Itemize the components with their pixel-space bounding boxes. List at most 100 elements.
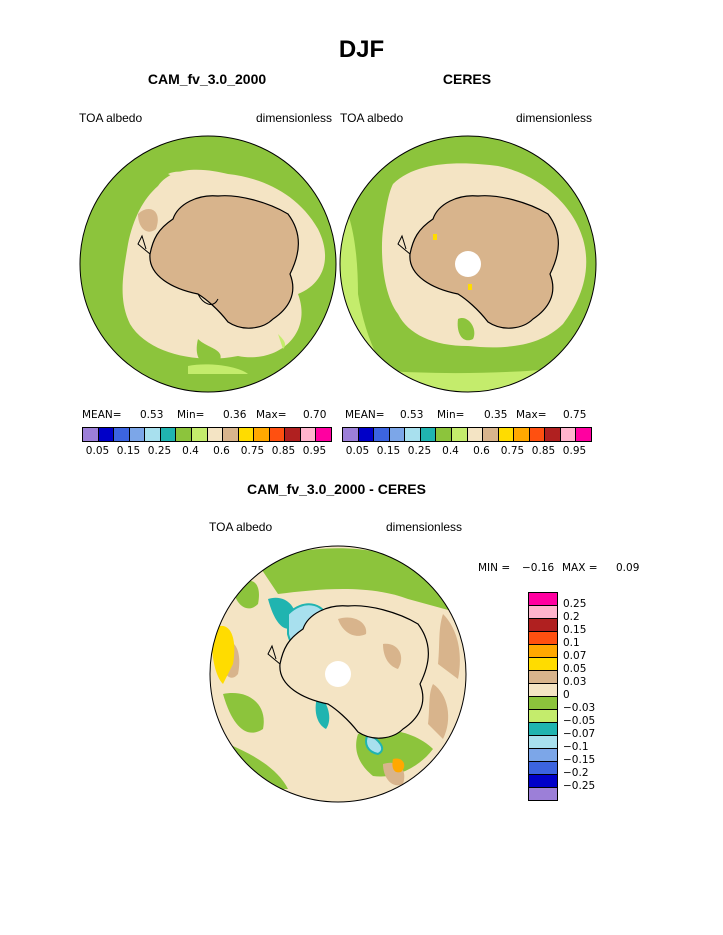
panel1-colorbar-tick-label: 0.25 xyxy=(147,445,172,457)
panel2-colorbar-swatch xyxy=(498,428,515,441)
diff-polar-map xyxy=(209,545,467,803)
panel1-colorbar-swatch xyxy=(207,428,224,441)
diff-colorbar-tick-label: 0.05 xyxy=(563,663,587,675)
panel1-colorbar-swatch xyxy=(176,428,192,441)
panel1-mean-label: MEAN= xyxy=(82,409,122,421)
diff-colorbar-tick-label: −0.05 xyxy=(563,715,596,727)
diff-units-label: dimensionless xyxy=(386,520,463,534)
panel2-colorbar-tick-label: 0.4 xyxy=(442,445,459,457)
diff-colorbar-swatch xyxy=(529,697,557,710)
panel1-colorbar-tick-label: 0.05 xyxy=(85,445,110,457)
diff-colorbar-swatch xyxy=(529,619,557,632)
diff-colorbar-tick-label: −0.2 xyxy=(563,767,589,779)
panel2-min-label: Min= xyxy=(437,409,465,421)
diff-colorbar-swatch xyxy=(529,658,557,671)
diff-colorbar-swatch xyxy=(529,775,557,788)
diff-max-label: MAX = xyxy=(562,562,598,574)
panel2-colorbar-swatch xyxy=(343,428,359,441)
diff-colorbar-tick-label: −0.07 xyxy=(563,728,596,740)
diff-colorbar-swatch xyxy=(529,632,557,645)
panel2-colorbar-swatch xyxy=(420,428,437,441)
panel1-min-label: Min= xyxy=(177,409,205,421)
panel1-colorbar-swatch xyxy=(160,428,177,441)
diff-colorbar-swatch xyxy=(529,723,557,736)
panel1-subtitle: CAM_fv_3.0_2000 xyxy=(147,71,267,87)
panel2-colorbar-swatch xyxy=(529,428,546,441)
panel2-colorbar-tick-label: 0.95 xyxy=(562,445,587,457)
panel2-max-value: 0.75 xyxy=(563,409,587,421)
panel1-colorbar-tick-label: 0.6 xyxy=(213,445,230,457)
panel2-colorbar-labels: 0.05 0.15 0.25 0.4 0.6 0.75 0.85 0.95 xyxy=(342,445,592,459)
panel2-colorbar-tick-label: 0.85 xyxy=(531,445,556,457)
panel2-colorbar xyxy=(342,427,592,442)
panel2-colorbar-tick-label: 0.6 xyxy=(473,445,490,457)
panel2-colorbar-swatch xyxy=(405,428,421,441)
panel2-colorbar-tick-label: 0.15 xyxy=(376,445,401,457)
panel2-variable-label: TOA albedo xyxy=(340,111,404,125)
panel1-colorbar-tick-label: 0.85 xyxy=(271,445,296,457)
panel2-colorbar-swatch xyxy=(576,428,591,441)
panel1-colorbar-tick-label: 0.75 xyxy=(240,445,265,457)
panel2-max-label: Max= xyxy=(516,409,547,421)
panel2-colorbar-tick-label: 0.05 xyxy=(345,445,370,457)
panel1-colorbar-swatch xyxy=(145,428,161,441)
panel1-colorbar-swatch xyxy=(238,428,255,441)
panel1-polar-map xyxy=(79,135,337,393)
panel2-colorbar-swatch xyxy=(358,428,375,441)
panel1-colorbar-swatch xyxy=(316,428,331,441)
panel2-mean-label: MEAN= xyxy=(345,409,385,421)
panel1-colorbar-swatch xyxy=(223,428,239,441)
diff-colorbar-tick-label: −0.25 xyxy=(563,780,596,792)
diff-colorbar-tick-label: 0.07 xyxy=(563,650,587,662)
diff-colorbar-tick-label: −0.03 xyxy=(563,702,596,714)
diff-colorbar-tick-label: 0.15 xyxy=(563,624,587,636)
panel2-colorbar-swatch xyxy=(436,428,452,441)
panel2-colorbar-swatch xyxy=(467,428,484,441)
panel2-colorbar-swatch xyxy=(374,428,390,441)
panel1-mean-value: 0.53 xyxy=(140,409,164,421)
panel1-colorbar-swatch xyxy=(83,428,99,441)
diff-colorbar-swatch xyxy=(529,762,557,775)
diff-colorbar-tick-label: 0.2 xyxy=(563,611,580,623)
diff-colorbar-swatch xyxy=(529,671,557,684)
figure-title: DJF xyxy=(338,36,385,63)
diff-colorbar-labels: 0.25 0.2 0.15 0.1 0.07 0.05 0.03 0 −0.03 −0.05 −0.… xyxy=(563,592,623,802)
panel1-colorbar-swatch xyxy=(114,428,130,441)
diff-colorbar-swatch xyxy=(529,710,557,723)
diff-colorbar-swatch xyxy=(529,645,557,658)
panel2-min-value: 0.35 xyxy=(484,409,508,421)
diff-colorbar-tick-label: 0.1 xyxy=(563,637,580,649)
diff-colorbar-swatch xyxy=(529,788,557,800)
panel1-colorbar-tick-label: 0.15 xyxy=(116,445,141,457)
panel1-min-value: 0.36 xyxy=(223,409,247,421)
diff-colorbar-swatch xyxy=(529,606,557,619)
panel2-colorbar-swatch xyxy=(389,428,406,441)
panel1-colorbar-swatch xyxy=(285,428,301,441)
diff-min-label: MIN = xyxy=(478,562,511,574)
panel1-colorbar-swatch xyxy=(98,428,115,441)
diff-colorbar-tick-label: −0.1 xyxy=(563,741,589,753)
diff-variable-label: TOA albedo xyxy=(209,520,273,534)
diff-colorbar xyxy=(528,592,558,801)
panel2-colorbar-tick-label: 0.25 xyxy=(407,445,432,457)
diff-colorbar-tick-label: 0.03 xyxy=(563,676,587,688)
panel1-colorbar-labels: 0.05 0.15 0.25 0.4 0.6 0.75 0.85 0.95 xyxy=(82,445,332,459)
diff-subtitle: CAM_fv_3.0_2000 - CERES xyxy=(247,481,426,497)
panel1-max-label: Max= xyxy=(256,409,287,421)
diff-min-value: −0.16 xyxy=(522,562,555,574)
panel1-colorbar-swatch xyxy=(191,428,208,441)
panel2-colorbar-swatch xyxy=(514,428,530,441)
diff-colorbar-tick-label: 0.25 xyxy=(563,598,587,610)
panel1-variable-label: TOA albedo xyxy=(79,111,143,125)
panel2-subtitle: CERES xyxy=(442,71,492,87)
diff-colorbar-tick-label: −0.15 xyxy=(563,754,596,766)
diff-colorbar-swatch xyxy=(529,684,557,697)
panel2-polar-map xyxy=(339,135,597,393)
panel1-colorbar-swatch xyxy=(254,428,270,441)
panel1-colorbar xyxy=(82,427,332,442)
panel1-max-value: 0.70 xyxy=(303,409,327,421)
diff-max-value: 0.09 xyxy=(616,562,640,574)
panel2-colorbar-tick-label: 0.75 xyxy=(500,445,525,457)
panel1-colorbar-swatch xyxy=(300,428,317,441)
panel2-colorbar-swatch xyxy=(451,428,468,441)
